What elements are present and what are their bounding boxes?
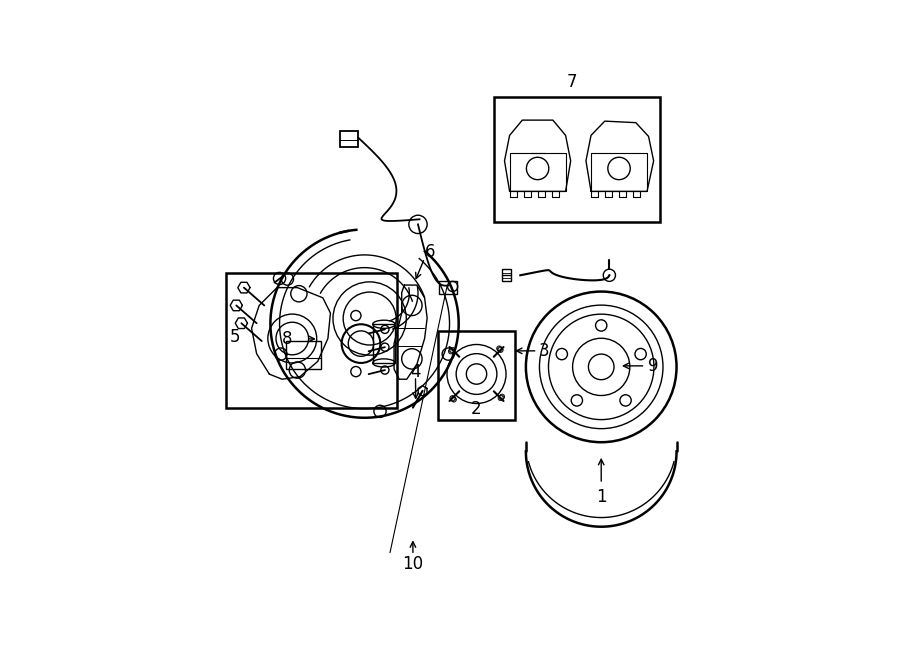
Text: 5: 5 bbox=[230, 329, 240, 346]
Text: 4: 4 bbox=[410, 363, 420, 381]
Text: 7: 7 bbox=[567, 73, 577, 91]
Bar bbox=[438, 331, 515, 420]
Bar bbox=[494, 97, 660, 222]
Text: 2: 2 bbox=[472, 400, 482, 418]
Text: 3: 3 bbox=[539, 342, 550, 360]
Text: 10: 10 bbox=[402, 555, 424, 573]
Bar bbox=[285, 342, 321, 369]
Text: 6: 6 bbox=[425, 243, 435, 261]
Bar bbox=[439, 282, 457, 294]
Bar bbox=[502, 269, 511, 282]
Text: 9: 9 bbox=[648, 357, 659, 375]
Text: 8: 8 bbox=[282, 330, 292, 348]
Text: 1: 1 bbox=[596, 488, 607, 506]
Bar bbox=[226, 273, 397, 408]
Bar bbox=[340, 131, 358, 147]
